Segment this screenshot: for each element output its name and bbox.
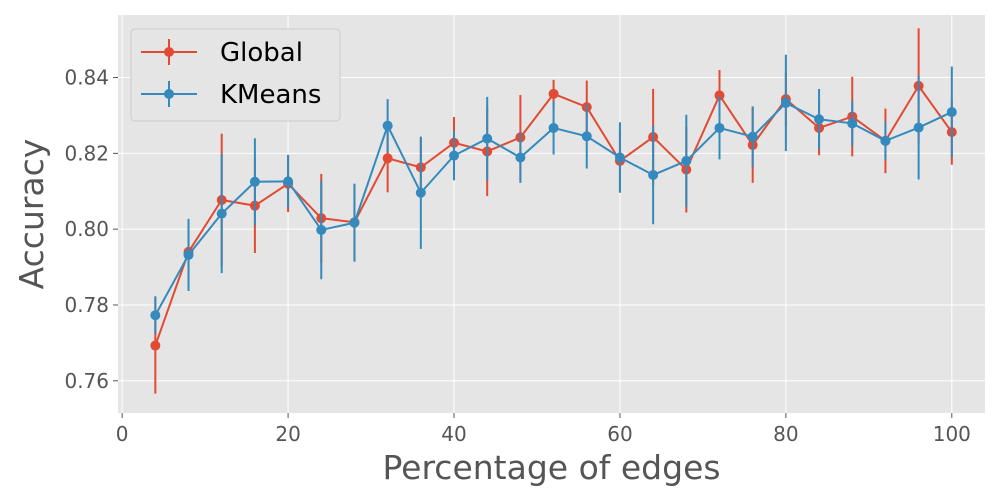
data-point [714,122,725,133]
series-kmeans [150,54,957,335]
data-point [316,224,327,235]
data-point [382,153,393,164]
data-point [548,88,559,99]
legend-marker [164,89,174,99]
y-tick-label: 0.82 [64,141,109,165]
data-point [415,187,426,198]
y-axis-label: Accuracy [12,139,51,290]
x-tick-label: 40 [441,422,466,446]
data-point [648,169,659,180]
x-tick-label: 80 [773,422,798,446]
x-tick-label: 60 [607,422,632,446]
data-point [216,208,227,219]
data-point [814,114,825,125]
data-point [614,152,625,163]
data-point [150,310,161,321]
data-point [183,249,194,260]
data-point [714,90,725,101]
series-layer [150,28,957,394]
tick-labels: 0 20 40 60 80 100 0.76 0.78 0.80 0.82 0.84 [64,66,970,446]
data-point [946,107,957,118]
y-tick-label: 0.80 [64,217,109,241]
x-tick-label: 20 [275,422,300,446]
x-tick-label: 100 [933,422,971,446]
data-point [847,118,858,129]
legend-label: KMeans [220,80,321,110]
data-point [449,150,460,161]
data-point [581,131,592,142]
data-point [681,155,692,166]
data-point [880,135,891,146]
data-point [150,340,161,351]
y-tick-label: 0.76 [64,369,109,393]
data-point [283,176,294,187]
data-point [249,176,260,187]
data-point [913,122,924,133]
legend: Global KMeans [130,28,341,122]
data-point [515,152,526,163]
data-point [548,122,559,133]
legend-marker [164,47,174,57]
data-point [780,97,791,108]
legend-label: Global [220,38,303,68]
data-point [747,131,758,142]
y-tick-label: 0.78 [64,293,109,317]
data-point [482,133,493,144]
x-axis-label: Percentage of edges [382,448,720,487]
x-tick-label: 0 [116,422,129,446]
y-tick-label: 0.84 [64,66,109,90]
data-point [382,120,393,131]
gridlines [118,15,985,413]
data-point [349,217,360,228]
